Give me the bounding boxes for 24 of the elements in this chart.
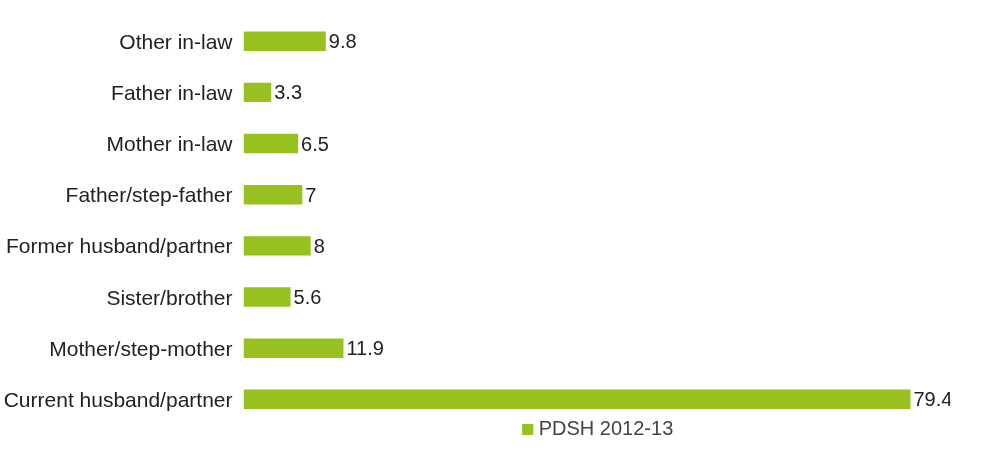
data-label: 7 — [305, 183, 317, 206]
y-tick-label: Other in-law — [119, 29, 234, 53]
y-tick-label: Mother in-law — [106, 132, 234, 156]
bar — [243, 389, 911, 410]
data-label: 11.9 — [346, 337, 384, 360]
bar — [243, 82, 272, 103]
y-tick-label: Father in-law — [111, 80, 234, 104]
y-tick-label: Mother/step-mother — [49, 336, 233, 360]
data-label: 9.8 — [328, 30, 357, 53]
bar — [243, 31, 326, 51]
data-label: 8 — [313, 234, 325, 257]
bar — [243, 287, 291, 307]
y-tick-label: Current husband/partner — [3, 387, 233, 411]
bar — [243, 133, 299, 154]
y-tick-label: Former husband/partner — [6, 234, 233, 258]
data-label: 6.5 — [301, 132, 329, 155]
bar — [243, 236, 311, 256]
data-label: 3.3 — [274, 81, 303, 104]
bar — [243, 184, 303, 205]
data-label: 5.6 — [293, 286, 322, 309]
legend-label: PDSH 2012-13 — [538, 417, 674, 440]
bar — [243, 338, 344, 358]
y-tick-label: Father/step-father — [65, 183, 233, 207]
y-tick-label: Sister/brother — [106, 285, 233, 309]
